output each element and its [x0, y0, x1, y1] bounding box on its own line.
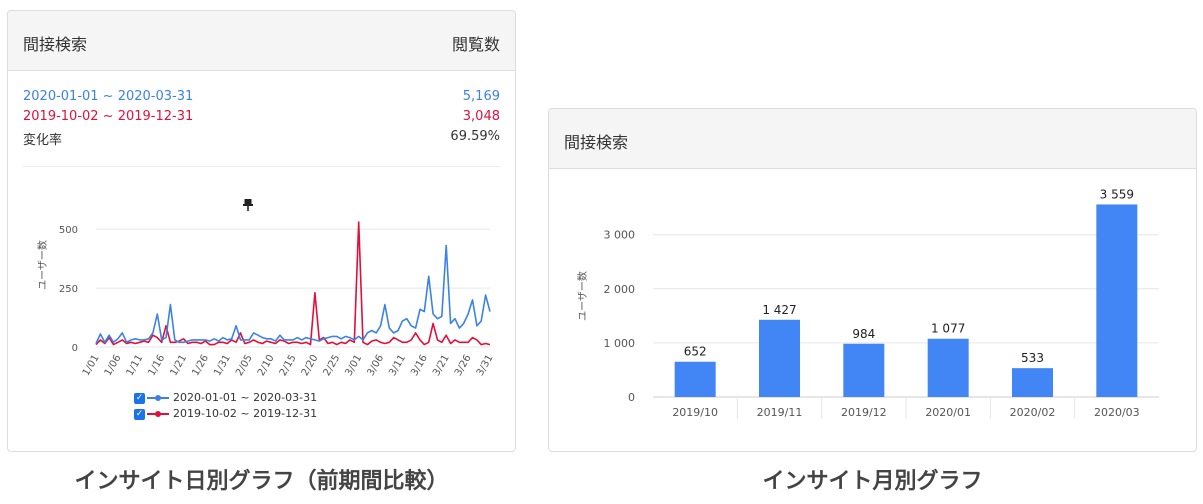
- legend-label: 2020-01-01 ~ 2020-03-31: [173, 391, 318, 404]
- x-tick-label: 3/16: [409, 353, 430, 378]
- current-period-row: 2020-01-01 ~ 2020-03-31 5,169: [23, 89, 500, 109]
- bar-value-label: 1 427: [762, 303, 796, 317]
- x-tick-label: 2/15: [278, 353, 299, 378]
- x-tick-label: 3/31: [475, 353, 496, 378]
- series-line[interactable]: [95, 221, 491, 346]
- monthly-chart-caption: インサイト月別グラフ: [762, 469, 983, 494]
- y-tick-label: 500: [59, 225, 78, 236]
- panel-title: 間接検索: [23, 35, 88, 54]
- legend-item-current[interactable]: ✓ 2020-01-01 ~ 2020-03-31: [134, 391, 317, 407]
- daily-chart-caption: インサイト日別グラフ（前期間比較）: [74, 469, 449, 494]
- bar-value-label: 652: [684, 345, 707, 359]
- x-tick-label: 2/25: [322, 353, 343, 378]
- divider: [23, 166, 500, 167]
- checkbox-checked-icon[interactable]: ✓: [134, 408, 145, 420]
- x-tick-label: 1/16: [147, 353, 168, 378]
- daily-chart-card: 間接検索 閲覧数 2020-01-01 ~ 2020-03-31 5,169 2…: [7, 10, 516, 452]
- views-column-title: 閲覧数: [451, 35, 500, 54]
- change-rate-row: 変化率 69.59%: [23, 129, 500, 149]
- x-tick-label: 2/05: [234, 353, 255, 378]
- y-tick-label: 0: [628, 391, 635, 404]
- x-tick-label: 1/26: [190, 353, 211, 378]
- bar[interactable]: [674, 361, 716, 397]
- x-tick-label: 1/21: [168, 353, 189, 378]
- legend-marker: [147, 395, 169, 401]
- monthly-chart-card-header: 間接検索: [549, 109, 1196, 169]
- x-tick-label: 3/11: [387, 353, 408, 378]
- daily-chart-card-header: 間接検索 閲覧数: [8, 11, 515, 71]
- x-tick-label: 1/11: [125, 353, 146, 378]
- series-line[interactable]: [95, 244, 491, 344]
- bar[interactable]: [1096, 204, 1138, 397]
- y-tick-label: 3 000: [604, 229, 636, 242]
- x-tick-label: 2/20: [300, 353, 321, 378]
- chart-legend: ✓ 2020-01-01 ~ 2020-03-31 ✓ 2019-10-02 ~ 2…: [134, 391, 317, 423]
- x-tick-label: 2020/01: [925, 406, 971, 419]
- checkbox-checked-icon[interactable]: ✓: [134, 392, 145, 404]
- x-tick-label: 2020/03: [1094, 406, 1140, 419]
- bar[interactable]: [759, 319, 800, 397]
- y-tick-label: 0: [72, 343, 78, 354]
- bar-value-label: 984: [852, 327, 875, 341]
- x-tick-label: 3/26: [453, 353, 474, 378]
- previous-period-row: 2019-10-02 ~ 2019-12-31 3,048: [23, 109, 500, 129]
- bar-value-label: 3 559: [1100, 187, 1134, 201]
- current-period-value: 5,169: [462, 89, 500, 104]
- legend-item-previous[interactable]: ✓ 2019-10-02 ~ 2019-12-31: [134, 407, 317, 423]
- change-rate-value: 69.59%: [450, 129, 500, 144]
- y-tick-label: 2 000: [604, 283, 636, 296]
- bar-value-label: 1 077: [931, 322, 965, 336]
- daily-line-chart: 0 250 500 ユーザー数 1/01 1/06 1/11 1/16 1/21 1/26 1/…: [36, 199, 496, 378]
- x-tick-label: 1/31: [212, 353, 233, 378]
- bar[interactable]: [927, 338, 969, 397]
- previous-period-value: 3,048: [462, 109, 500, 124]
- x-tick-label: 2020/02: [1010, 406, 1056, 419]
- x-tick-label: 3/01: [344, 353, 365, 378]
- monthly-bar-chart: 0 1 000 2 000 3 000 ユーザー数 652 2019/10 1 427 20…: [576, 187, 1159, 419]
- legend-marker: [147, 411, 169, 417]
- y-axis-label: ユーザー数: [576, 271, 589, 321]
- y-axis-label: ユーザー数: [36, 240, 49, 290]
- x-tick-label: 3/21: [431, 353, 452, 378]
- y-tick-label: 250: [59, 284, 78, 295]
- x-tick-label: 2/10: [256, 353, 277, 378]
- pushpin-icon[interactable]: [243, 199, 253, 211]
- current-period-label: 2020-01-01 ~ 2020-03-31: [23, 89, 194, 104]
- x-tick-label: 1/01: [81, 353, 102, 378]
- bar-value-label: 533: [1021, 351, 1044, 365]
- bar[interactable]: [843, 343, 885, 397]
- x-tick-label: 2019/11: [757, 406, 803, 419]
- y-tick-label: 1 000: [604, 337, 636, 350]
- monthly-chart-card: 間接検索 0 1 000 2 000 3 000 ユーザー数 652 2019/10 1 …: [548, 108, 1197, 452]
- x-tick-label: 3/06: [365, 353, 386, 378]
- previous-period-label: 2019-10-02 ~ 2019-12-31: [23, 109, 194, 124]
- change-rate-label: 変化率: [23, 133, 63, 148]
- legend-label: 2019-10-02 ~ 2019-12-31: [173, 407, 318, 420]
- x-tick-label: 2019/10: [672, 406, 718, 419]
- x-tick-label: 2019/12: [841, 406, 887, 419]
- x-tick-label: 1/06: [103, 353, 124, 378]
- panel-title: 間接検索: [564, 133, 629, 152]
- bar[interactable]: [1012, 368, 1053, 397]
